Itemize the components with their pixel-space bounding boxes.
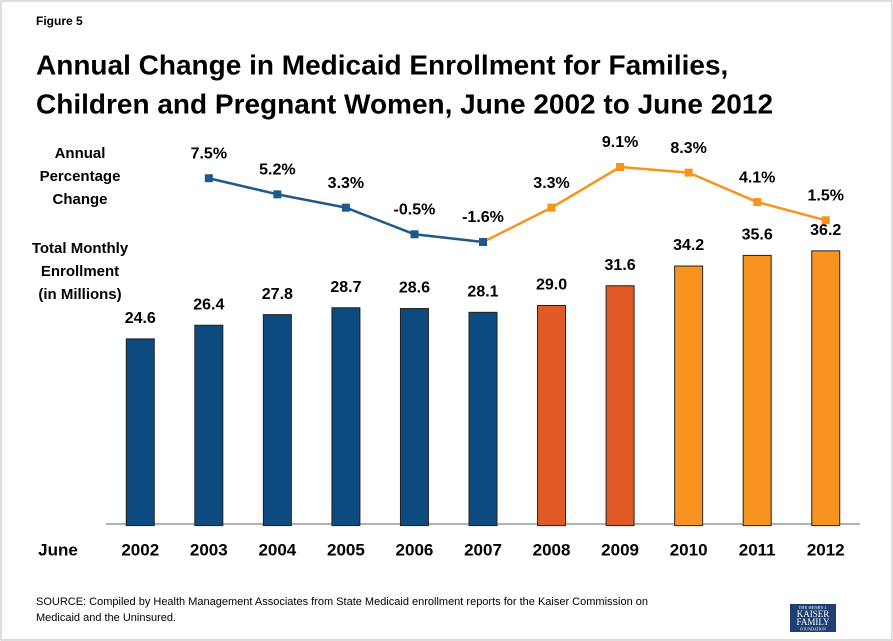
line-marker <box>547 203 556 212</box>
logo <box>790 604 836 632</box>
data-label: -0.5% <box>394 202 436 219</box>
bar <box>537 304 567 527</box>
line-marker <box>273 190 282 199</box>
x-tick-label: 2008 <box>533 540 571 559</box>
data-label: 8.3% <box>670 140 706 157</box>
bar <box>125 338 155 527</box>
data-label: 28.6 <box>399 280 430 297</box>
figure-label: Figure 5 <box>36 14 83 28</box>
data-label: 26.4 <box>193 296 224 313</box>
logo-text: FAMILY <box>797 617 830 627</box>
x-tick-label: 2005 <box>327 540 365 559</box>
y2-label: Percentage <box>40 168 121 185</box>
line-segment <box>688 171 758 204</box>
line-marker <box>204 174 213 183</box>
bar <box>262 314 292 527</box>
bar <box>194 324 224 527</box>
x-tick-label: 2004 <box>258 540 296 559</box>
bar <box>331 307 361 527</box>
data-label: 9.1% <box>602 134 638 151</box>
line-marker <box>616 163 625 172</box>
x-tick-label: 2006 <box>396 540 434 559</box>
data-label: -1.6% <box>462 209 504 226</box>
line-segment <box>619 165 689 174</box>
data-label: 3.3% <box>328 175 364 192</box>
data-label: 24.6 <box>125 310 156 327</box>
x-tick-label: 2002 <box>121 540 159 559</box>
data-label: 34.2 <box>673 237 704 254</box>
y-label: Enrollment <box>41 263 119 280</box>
line-segment <box>345 206 415 236</box>
data-label: 7.5% <box>191 145 227 162</box>
line-marker <box>479 237 487 246</box>
x-tick-label: 2010 <box>670 540 708 559</box>
line-segment <box>756 200 827 222</box>
x-tick-label: 2009 <box>601 540 639 559</box>
x-tick-label: 2007 <box>464 540 502 559</box>
data-label: 35.6 <box>742 227 773 244</box>
line-marker <box>753 198 762 207</box>
logo-text: THE HENRY J. <box>799 605 828 610</box>
y-label: (in Millions) <box>38 286 121 303</box>
chart-title: Children and Pregnant Women, June 2002 t… <box>36 88 773 119</box>
bar <box>811 250 841 527</box>
data-label: 31.6 <box>605 257 636 274</box>
line-segment <box>208 177 278 196</box>
bar <box>468 311 498 527</box>
data-label: 5.2% <box>259 162 295 179</box>
line-segment <box>277 193 347 209</box>
data-label: 36.2 <box>810 222 841 239</box>
line-marker <box>341 203 350 212</box>
x-axis-label: June <box>38 540 78 559</box>
line-segment <box>550 165 621 209</box>
bar <box>674 265 704 527</box>
data-label: 28.7 <box>330 279 361 296</box>
data-label: 28.1 <box>467 284 498 301</box>
logo-text: KAISER <box>797 609 830 619</box>
line-marker <box>684 168 693 177</box>
x-tick-label: 2012 <box>807 540 845 559</box>
line-segment <box>482 206 553 244</box>
data-label: 29.0 <box>536 277 567 294</box>
source: SOURCE: Compiled by Health Management As… <box>36 596 648 608</box>
data-label: 27.8 <box>262 286 293 303</box>
line-segment <box>414 233 484 244</box>
source: Medicaid and the Uninsured. <box>36 612 176 624</box>
x-tick-label: 2003 <box>190 540 228 559</box>
data-label: 4.1% <box>739 169 775 186</box>
y-label: Total Monthly <box>32 240 129 257</box>
data-label: 3.3% <box>533 175 569 192</box>
data-label: 1.5% <box>807 187 843 204</box>
chart-title: Annual Change in Medicaid Enrollment for… <box>36 49 728 80</box>
bar <box>742 254 772 527</box>
x-tick-label: 2011 <box>739 540 776 559</box>
y2-label: Annual <box>55 145 106 162</box>
logo-text: FOUNDATION <box>800 626 826 631</box>
line-marker <box>821 216 830 225</box>
y2-label: Change <box>52 191 107 208</box>
bar <box>605 285 635 527</box>
line-marker <box>410 230 419 239</box>
bar <box>399 308 429 527</box>
